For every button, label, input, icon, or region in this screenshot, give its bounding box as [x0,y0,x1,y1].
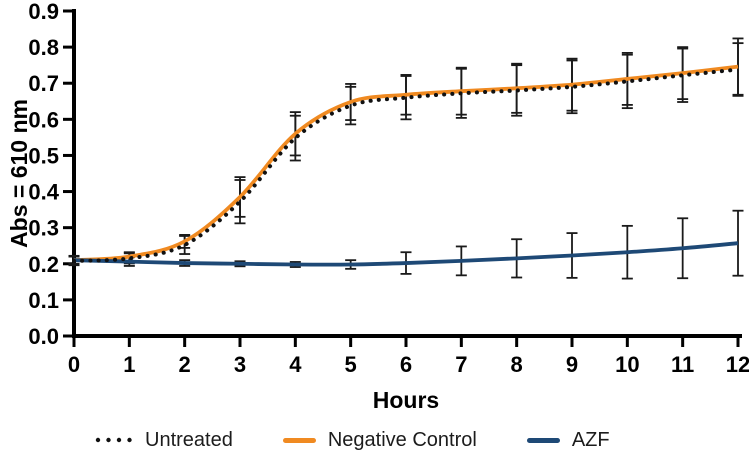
x-tick-label: 4 [289,352,302,377]
y-tick-label: 0.9 [28,0,59,24]
legend-item-negative-control: Negative Control [282,428,477,452]
y-tick-label: 0.7 [28,71,59,96]
x-tick-label: 7 [455,352,467,377]
solid-line-marker-orange-icon [282,437,316,443]
x-axis-title: Hours [373,387,439,413]
series-negative-control-line [73,64,739,263]
y-tick-label: 0.6 [28,107,59,132]
error-bars-untreated [68,42,744,267]
x-tick-label: 3 [234,352,246,377]
x-tick-label: 8 [511,352,523,377]
legend-label-negative-control: Negative Control [327,428,477,451]
legend-label-untreated: Untreated [145,428,233,451]
solid-line-marker-blue-icon [526,437,560,443]
x-tick-label: 12 [726,352,749,377]
legend-item-azf: AZF [526,428,610,452]
x-tick-label: 1 [123,352,135,377]
x-tick-label: 5 [345,352,357,377]
x-tick-label: 9 [566,352,578,377]
chart-svg: 0.00.10.20.30.40.50.60.70.80.90 1 2 3 4 5 6 7 8 9… [6,0,749,413]
x-tick-label: 2 [179,352,191,377]
series-azf-line [73,241,739,267]
legend-label-azf: AZF [571,428,610,451]
legend-item-untreated: Untreated [95,429,233,452]
x-tick-label: 11 [671,352,694,377]
x-tick-label: 6 [400,352,412,377]
y-tick-label: 0.0 [28,324,59,349]
y-tick-label: 0.2 [28,252,59,277]
y-tick-label: 0.5 [28,143,59,168]
y-axis-title: Abs = 610 nm [6,99,32,248]
y-tick-label: 0.3 [28,216,59,241]
y-tick-label: 0.1 [28,288,59,313]
x-tick-label: 10 [615,352,639,377]
x-tick-label: 0 [68,352,80,377]
y-tick-label: 0.8 [28,35,59,60]
y-tick-label: 0.4 [28,180,59,205]
dotted-line-marker-icon [95,437,132,443]
error-bars-azf [68,209,744,280]
chart-legend: Untreated Negative Control AZF [95,423,749,457]
error-bars-negative-control [68,37,744,265]
